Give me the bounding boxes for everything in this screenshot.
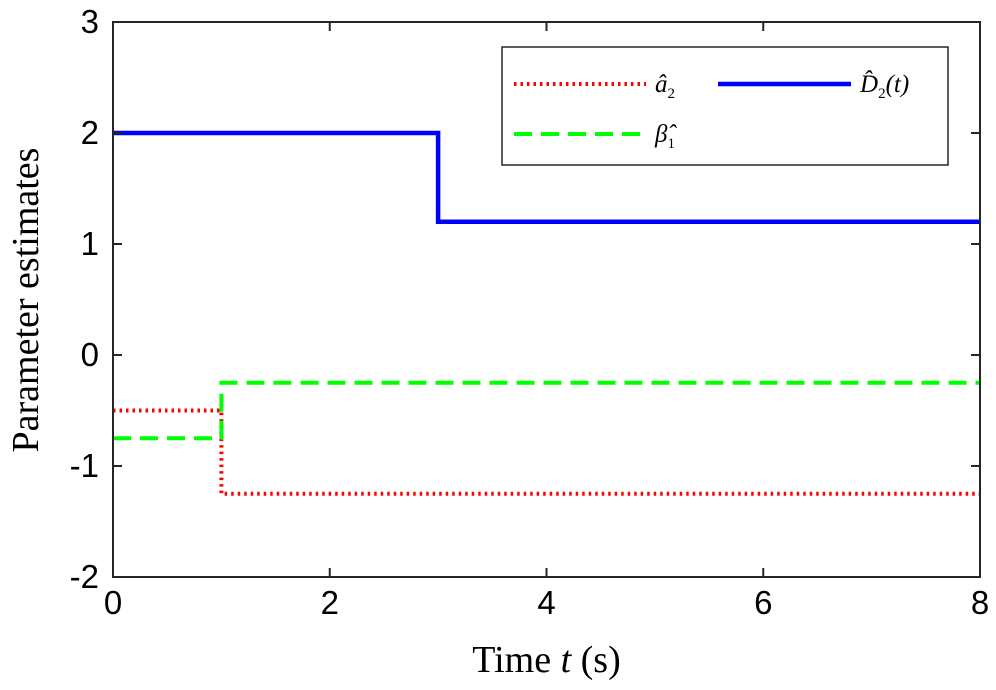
legend-label-subscript: 2 (668, 86, 676, 102)
series-line-a2 (113, 408, 980, 496)
y-tick-label: -1 (70, 447, 99, 484)
x-axis-title-part-3: (s) (571, 639, 621, 681)
y-tick-label: 3 (81, 3, 99, 40)
legend-label-D2: D̂2(t) (859, 70, 909, 102)
x-axis-title-variable: t (561, 639, 573, 681)
x-axis-title: Time t (s) (472, 639, 621, 681)
y-tick-label: 0 (81, 336, 99, 373)
legend-label-a2: â2 (655, 71, 675, 102)
x-tick-label: 6 (754, 584, 772, 621)
x-axis-title-part-1: Time (472, 639, 560, 681)
legend-label-symbol: D̂ (859, 70, 878, 98)
legend-label-symbol: â (655, 71, 668, 98)
x-tick-label: 4 (537, 584, 555, 621)
legend-box (501, 46, 949, 166)
y-tick-label: -2 (70, 558, 99, 595)
series-line-beta1 (113, 380, 980, 441)
x-tick-label: 8 (971, 584, 989, 621)
legend-label-subscript: 1 (667, 136, 675, 152)
ticks-layer: 0 2 4 6 8 -2 -1 0 1 2 3 (70, 3, 990, 621)
plot-frame (112, 21, 981, 578)
series-layer (113, 130, 980, 496)
legend-label-suffix: (t) (886, 71, 910, 98)
x-tick-label: 0 (104, 584, 122, 621)
legend-label-subscript: 2 (878, 86, 886, 102)
legend: â2 D̂2(t)β̂1 (501, 46, 949, 166)
y-tick-label: 1 (81, 225, 99, 262)
x-tick-label: 2 (321, 584, 339, 621)
y-axis-title: Parameter estimates (5, 148, 47, 453)
y-tick-label: 2 (81, 114, 99, 151)
series-line-D2 (113, 130, 980, 225)
